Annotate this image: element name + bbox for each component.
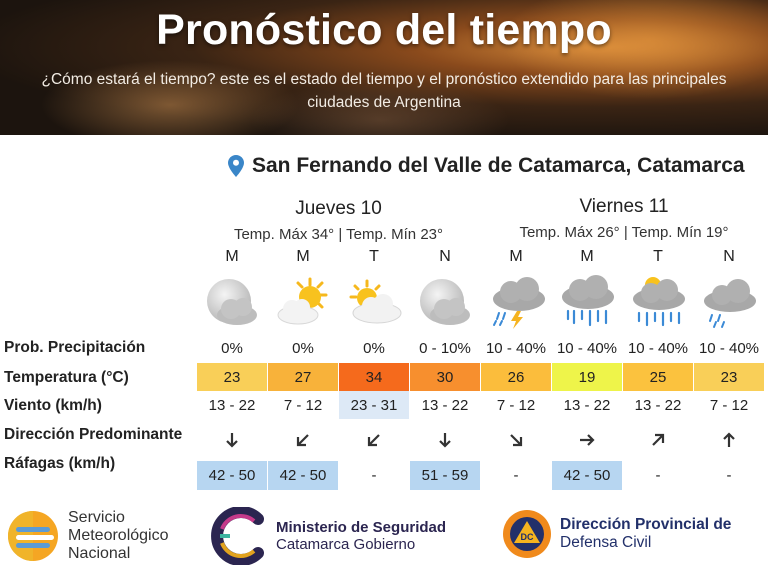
temperature-value: 25 xyxy=(623,363,693,391)
location-name: San Fernando del Valle de Catamarca, Cat… xyxy=(252,154,745,177)
wind-direction-southwest-icon xyxy=(339,428,409,452)
period-label: M xyxy=(580,248,594,265)
period-label: M xyxy=(509,248,523,265)
temperature-value: 23 xyxy=(694,363,764,391)
period-label: M xyxy=(296,248,310,265)
rain-cloud-icon xyxy=(552,272,622,334)
defensa-subname: Defensa Civil xyxy=(560,534,652,551)
gust-value: 51 - 59 xyxy=(410,461,480,490)
sun-rain-cloud-icon xyxy=(623,272,693,334)
precipitation-value: 0% xyxy=(221,339,243,357)
wind-direction-southwest-icon xyxy=(268,428,338,452)
footer-logos: Servicio Meteorológico Nacional Minister… xyxy=(0,505,768,575)
partly-cloudy-night-icon xyxy=(197,272,267,334)
period-label: N xyxy=(723,248,735,265)
wind-direction-north-icon xyxy=(694,428,764,452)
smn-name-line: Meteorológico xyxy=(68,527,169,544)
wind-direction-south-icon xyxy=(410,428,480,452)
precipitation-value: 0% xyxy=(363,339,385,357)
wind-direction-east-icon xyxy=(552,428,622,452)
precipitation-value: 0 - 10% xyxy=(419,339,471,357)
smn-logo-icon xyxy=(8,511,58,561)
page-subtitle: ¿Cómo estará el tiempo? este es el estad… xyxy=(41,71,727,111)
precipitation-value: 10 - 40% xyxy=(556,339,618,357)
gust-value: - xyxy=(371,467,377,484)
day-temp-range: Temp. Máx 26° | Temp. Mín 19° xyxy=(519,224,729,241)
wind-value: 13 - 22 xyxy=(208,396,256,414)
row-label-temperature: Temperatura (°C) xyxy=(4,369,129,386)
gust-value: - xyxy=(655,467,661,484)
period-label: N xyxy=(439,248,451,265)
period-label: T xyxy=(653,248,663,265)
partly-sunny-icon xyxy=(268,272,338,334)
day-name: Jueves 10 xyxy=(295,198,382,219)
precipitation-value: 10 - 40% xyxy=(698,339,760,357)
precipitation-value: 10 - 40% xyxy=(627,339,689,357)
ministerio-name: Ministerio de Seguridad xyxy=(276,519,447,536)
gust-value: 42 - 50 xyxy=(552,461,622,490)
thunderstorm-icon xyxy=(481,272,551,334)
gust-value: - xyxy=(726,467,732,484)
wind-value: 7 - 12 xyxy=(709,396,749,414)
partly-cloudy-night-icon xyxy=(410,272,480,334)
day-header-1: Jueves 10 Temp. Máx 34° | Temp. Mín 23° xyxy=(197,198,480,243)
temperature-value: 26 xyxy=(481,363,551,391)
row-label-precipitation: Prob. Precipitación xyxy=(4,339,146,356)
defensa-civil-logo: DC Dirección Provincial de Defensa Civil xyxy=(502,509,731,559)
period-label: T xyxy=(369,248,379,265)
precipitation-value: 10 - 40% xyxy=(485,339,547,357)
wind-value: 13 - 22 xyxy=(563,396,611,414)
wind-direction-northeast-icon xyxy=(623,428,693,452)
day-header-2: Viernes 11 Temp. Máx 26° | Temp. Mín 19° xyxy=(480,196,768,241)
smn-logo: Servicio Meteorológico Nacional xyxy=(6,509,169,563)
row-label-direction: Dirección Predominante xyxy=(4,426,183,443)
dc-badge-text: DC xyxy=(521,532,534,542)
light-rain-cloud-icon xyxy=(694,272,764,334)
temperature-value: 23 xyxy=(197,363,267,391)
wind-value: 7 - 12 xyxy=(283,396,323,414)
temperature-value: 19 xyxy=(552,363,622,391)
banner-cloud-glow xyxy=(40,60,300,135)
wind-value: 7 - 12 xyxy=(496,396,536,414)
catamarca-c-logo-icon xyxy=(211,507,264,565)
gust-value: - xyxy=(513,467,519,484)
defensa-name: Dirección Provincial de xyxy=(560,516,732,533)
map-pin-icon xyxy=(228,155,244,177)
location-heading: San Fernando del Valle de Catamarca, Cat… xyxy=(228,152,745,180)
ministerio-logo: Ministerio de Seguridad Catamarca Gobier… xyxy=(210,507,446,565)
sun-behind-cloud-icon xyxy=(339,272,409,334)
day-name: Viernes 11 xyxy=(579,196,669,217)
smn-name-line: Nacional xyxy=(68,545,131,562)
gust-value: 42 - 50 xyxy=(268,461,338,490)
wind-value: 23 - 31 xyxy=(339,391,409,419)
page-title: Pronóstico del tiempo xyxy=(156,6,612,54)
wind-value: 13 - 22 xyxy=(421,396,469,414)
temperature-value: 30 xyxy=(410,363,480,391)
day-temp-range: Temp. Máx 34° | Temp. Mín 23° xyxy=(233,226,444,243)
temperature-value: 34 xyxy=(339,363,409,391)
temperature-value: 27 xyxy=(268,363,338,391)
header-banner: Pronóstico del tiempo ¿Cómo estará el ti… xyxy=(0,0,768,135)
wind-direction-southeast-icon xyxy=(481,428,551,452)
smn-name-line: Servicio xyxy=(68,509,125,526)
wind-direction-south-icon xyxy=(197,428,267,452)
ministerio-subname: Catamarca Gobierno xyxy=(276,536,416,553)
precipitation-value: 0% xyxy=(292,339,314,357)
period-label: M xyxy=(225,248,239,265)
row-label-gusts: Ráfagas (km/h) xyxy=(4,455,116,472)
defensa-civil-logo-icon: DC xyxy=(503,510,551,558)
wind-value: 13 - 22 xyxy=(634,396,682,414)
row-label-wind: Viento (km/h) xyxy=(4,397,102,414)
gust-value: 42 - 50 xyxy=(197,461,267,490)
